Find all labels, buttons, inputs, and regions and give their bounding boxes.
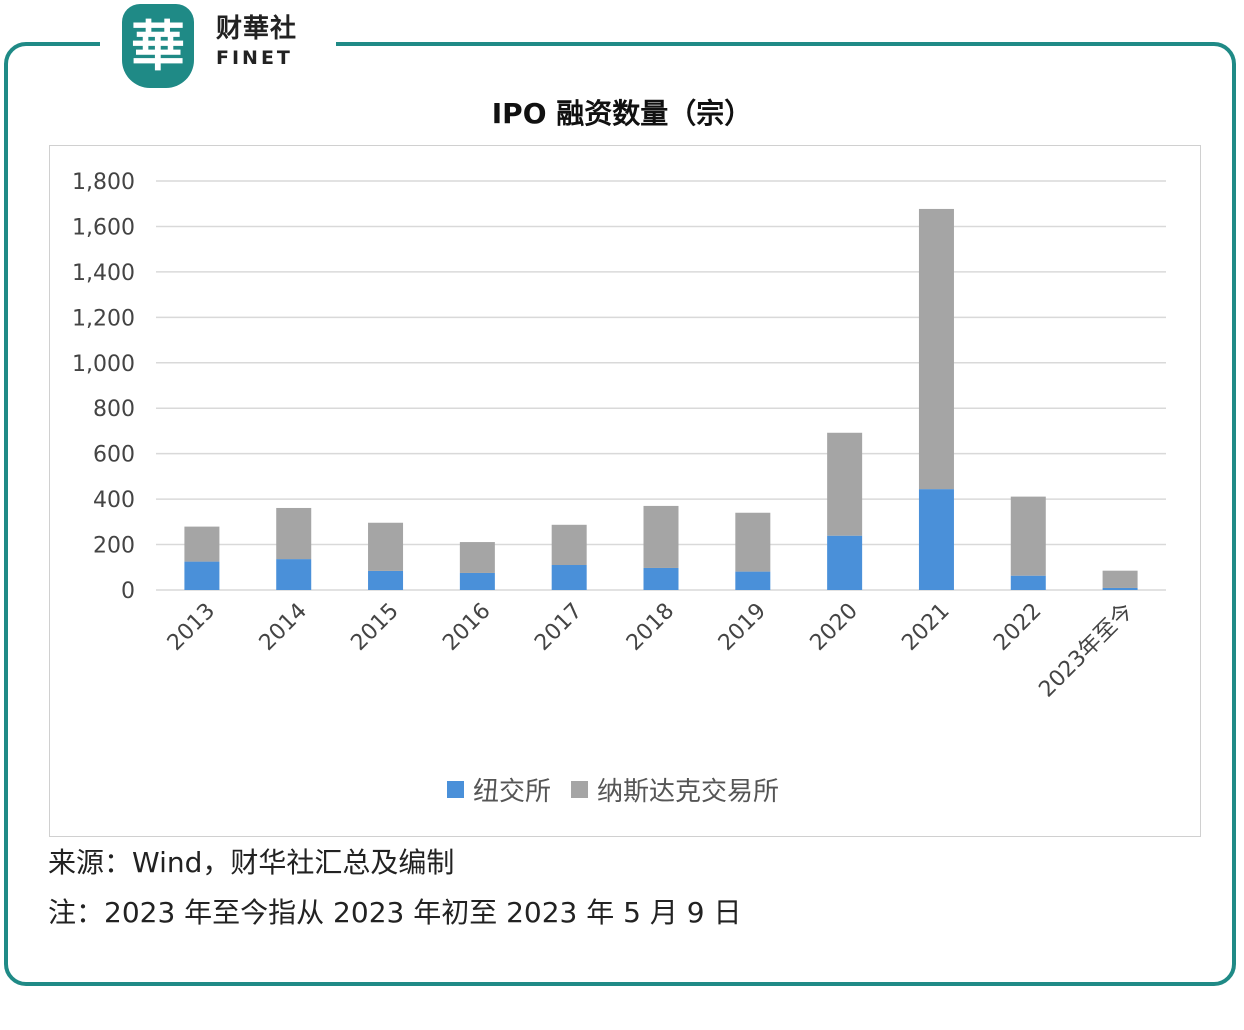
x-tick-label: 2014: [255, 599, 312, 656]
footnote: 注：2023 年至今指从 2023 年初至 2023 年 5 月 9 日: [48, 896, 742, 929]
x-tick-label: 2022: [989, 599, 1046, 656]
finet-logo: 華: [122, 4, 194, 88]
source-note: 来源：Wind，财华社汇总及编制: [48, 846, 455, 879]
x-tick-label: 2020: [806, 599, 863, 656]
bar-nyse-2017: [551, 565, 587, 590]
bar-nasdaq-2013: [184, 526, 220, 562]
bar-nyse-2022: [1010, 575, 1046, 590]
x-tick-label: 2013: [163, 599, 220, 656]
bar-nasdaq-2022: [1010, 496, 1046, 576]
x-tick-label: 2019: [714, 599, 771, 656]
y-tick-label: 800: [93, 397, 135, 422]
x-tick-label: 2015: [347, 599, 404, 656]
bar-nyse-2021: [918, 489, 954, 590]
y-tick-label: 1,200: [72, 306, 135, 331]
y-tick-label: 200: [93, 534, 135, 559]
legend-swatch: [447, 781, 464, 798]
bar-nasdaq-2020: [827, 432, 863, 536]
bar-nasdaq-2014: [276, 507, 312, 560]
x-tick-label: 2018: [622, 599, 679, 656]
y-tick-label: 1,600: [72, 215, 135, 240]
frame-border: [4, 42, 1236, 986]
x-tick-label: 2016: [438, 599, 495, 656]
bar-nyse-2016: [459, 572, 495, 590]
bar-nasdaq-2018: [643, 505, 679, 568]
bar-nyse-2015: [368, 570, 404, 590]
bar-nyse-2019: [735, 571, 771, 590]
y-tick-label: 0: [121, 579, 135, 604]
y-tick-label: 600: [93, 443, 135, 468]
bar-nasdaq-2023年至今: [1102, 570, 1138, 588]
bar-nyse-2023年至今: [1102, 587, 1138, 590]
y-tick-label: 1,800: [72, 170, 135, 195]
legend-label: 纳斯达克交易所: [597, 777, 779, 807]
x-tick-label: 2023年至今: [1034, 599, 1138, 703]
y-tick-label: 1,400: [72, 261, 135, 286]
bar-nyse-2018: [643, 567, 679, 590]
logo-name-en: FINET: [216, 47, 293, 69]
bar-nasdaq-2015: [368, 522, 404, 571]
bar-nasdaq-2021: [918, 208, 954, 490]
logo-name-cn: 财華社: [216, 14, 298, 44]
chart-area: [49, 145, 1201, 837]
chart-title: IPO 融资数量（宗）: [491, 97, 753, 130]
legend-label: 纽交所: [473, 777, 551, 807]
x-tick-label: 2021: [897, 599, 954, 656]
bar-nasdaq-2016: [459, 542, 495, 573]
y-tick-label: 1,000: [72, 352, 135, 377]
bar-nyse-2014: [276, 559, 312, 590]
legend-swatch: [571, 781, 589, 798]
bar-nasdaq-2017: [551, 524, 587, 566]
bar-nasdaq-2019: [735, 512, 771, 572]
y-tick-label: 400: [93, 488, 135, 513]
bar-nyse-2013: [184, 561, 220, 590]
bar-nyse-2020: [827, 535, 863, 590]
x-tick-label: 2017: [530, 599, 587, 656]
